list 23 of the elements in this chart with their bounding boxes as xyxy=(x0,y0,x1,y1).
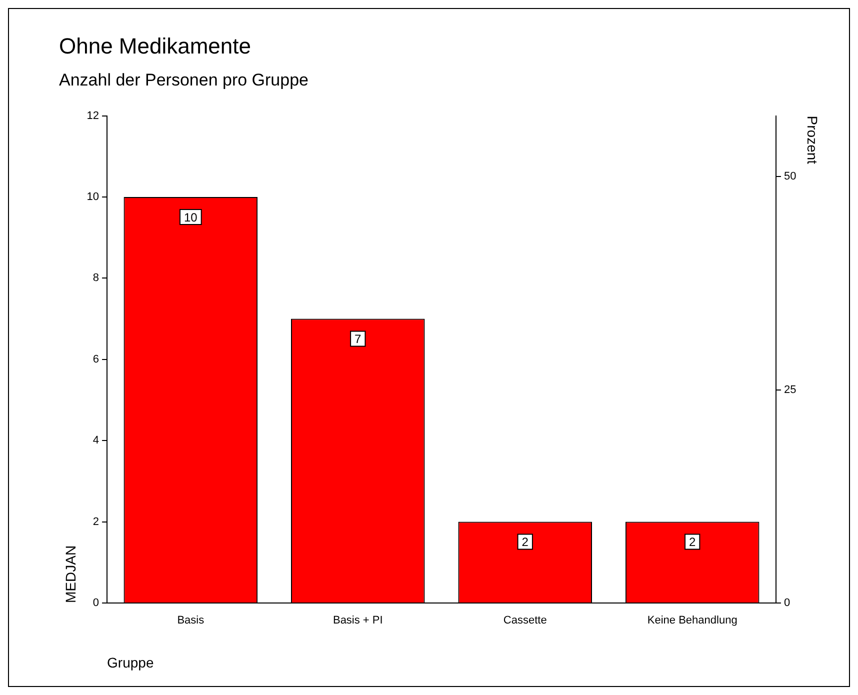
x-tick-label: Basis xyxy=(177,614,205,627)
y-tick-label: 12 xyxy=(86,110,100,122)
y-tick-label: 8 xyxy=(92,272,100,284)
y-tick-label: 4 xyxy=(92,434,100,447)
y2-tick-label: 25 xyxy=(784,384,796,396)
x-tick-label: Basis + PI xyxy=(332,614,383,627)
data-label: 2 xyxy=(689,535,696,550)
y2-tick-label: 0 xyxy=(784,597,790,610)
chart-subtitle: Anzahl der Personen pro Gruppe xyxy=(59,70,308,90)
data-label: 10 xyxy=(184,210,198,224)
y-tick-label: 2 xyxy=(92,516,100,528)
y2-axis-title: Prozent xyxy=(804,116,821,164)
x-tick-label: Keine Behandlung xyxy=(647,614,738,627)
x-tick-label: Cassette xyxy=(503,614,547,627)
x-axis-title: Gruppe xyxy=(107,654,154,670)
y2-tick-label: 50 xyxy=(784,170,796,183)
y-axis-title: MEDJAN xyxy=(62,545,78,603)
data-label: 2 xyxy=(522,535,529,550)
chart-title: Ohne Medikamente xyxy=(59,33,251,58)
y-tick-label: 0 xyxy=(92,597,100,610)
y-tick-label: 10 xyxy=(86,191,100,204)
data-label: 7 xyxy=(354,332,362,346)
y-tick-label: 6 xyxy=(92,353,100,366)
